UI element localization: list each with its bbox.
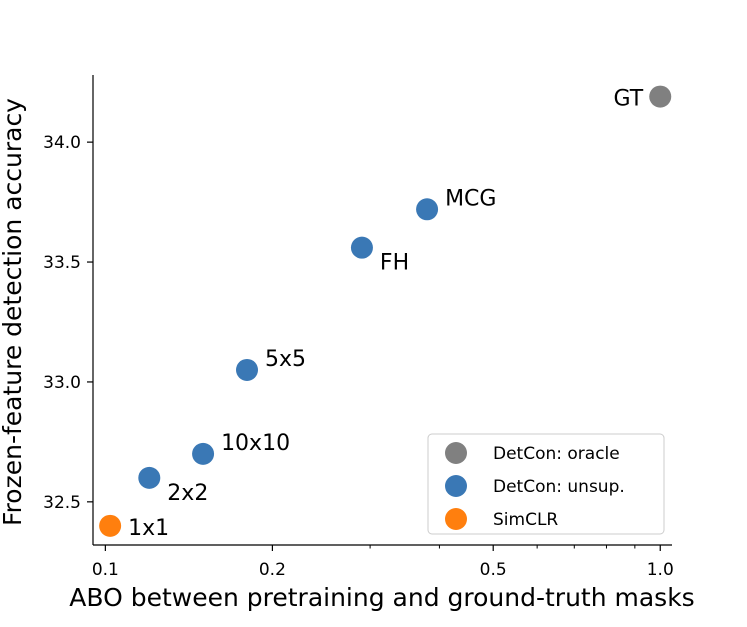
axes (92, 75, 672, 546)
data-point-2x2 (138, 466, 161, 489)
ticks: 0.1 0.2 0.5 1.0 32.5 33.0 33.5 34.0 (43, 133, 674, 580)
data-points (99, 85, 672, 537)
x-tick-label: 0.1 (92, 560, 119, 580)
y-tick-label: 33.0 (43, 373, 81, 393)
x-tick-label: 1.0 (647, 560, 674, 580)
data-point-1x1 (99, 514, 122, 537)
point-label-10x10: 10x10 (221, 431, 290, 456)
x-tick-label: 0.2 (259, 560, 286, 580)
point-label-5x5: 5x5 (265, 347, 306, 372)
point-label-2x2: 2x2 (167, 481, 208, 506)
data-point-mcg (416, 198, 439, 221)
y-tick-label: 34.0 (43, 133, 81, 153)
x-axis-label: ABO between pretraining and ground-truth… (69, 583, 694, 612)
x-tick-label: 0.5 (480, 560, 507, 580)
legend-marker-0 (445, 442, 467, 464)
y-axis-label: Frozen-feature detection accuracy (0, 98, 27, 526)
y-tick-label: 32.5 (43, 493, 81, 513)
legend-label-2: SimCLR (493, 510, 558, 530)
legend: DetCon: oracle DetCon: unsup. SimCLR (427, 433, 665, 535)
point-label-fh: FH (380, 251, 409, 276)
data-point-fh (350, 236, 373, 259)
legend-marker-1 (445, 475, 467, 497)
point-labels: GT MCG FH 5x5 10x10 2x2 1x1 (128, 87, 644, 541)
data-point-gt (649, 85, 672, 108)
data-point-5x5 (236, 358, 259, 381)
legend-label-1: DetCon: unsup. (493, 477, 625, 497)
data-point-10x10 (192, 442, 215, 465)
point-label-mcg: MCG (445, 186, 496, 211)
legend-items: DetCon: oracle DetCon: unsup. SimCLR (445, 442, 625, 530)
y-tick-label: 33.5 (43, 253, 81, 273)
point-label-gt: GT (614, 87, 644, 112)
legend-label-0: DetCon: oracle (493, 444, 620, 464)
legend-marker-2 (445, 508, 467, 530)
point-label-1x1: 1x1 (128, 516, 169, 541)
legend-frame (427, 433, 665, 535)
